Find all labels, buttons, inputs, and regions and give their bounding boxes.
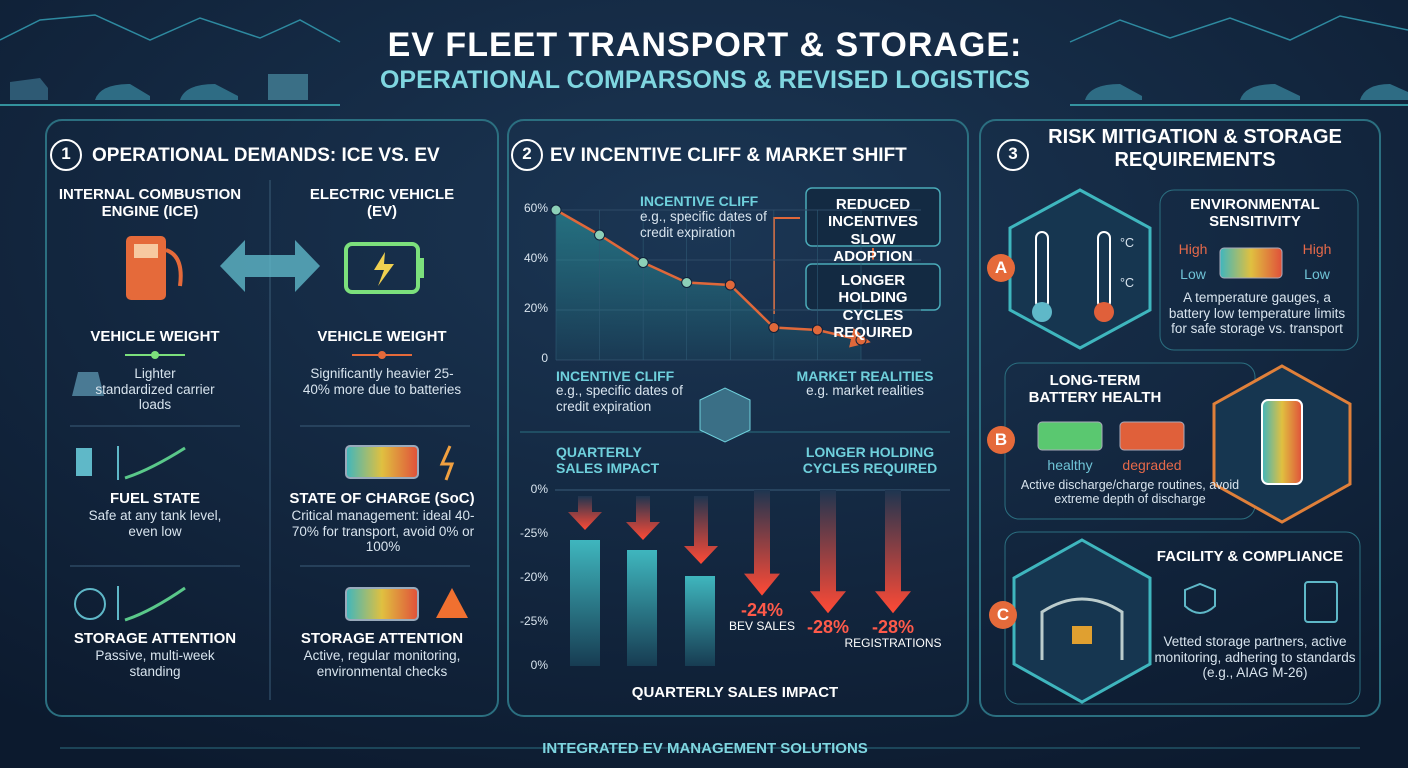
section-text: A temperature gauges, a battery low temp… [1168,290,1346,337]
step-number: 2 [522,144,532,163]
annotation-text: e.g., specific dates of credit expiratio… [640,209,767,240]
row-text: Lighter standardized carrier loads [95,366,215,413]
callout-box: LONGER HOLDING CYCLES REQUIRED [833,272,913,341]
row-label: VEHICLE WEIGHT [317,328,447,345]
section-letter: B [994,430,1008,449]
panel-border [979,119,1381,717]
panel1-icons [70,180,470,700]
title: EV FLEET TRANSPORT & STORAGE: [387,26,1023,64]
panel-border [507,119,969,717]
y-tick-label: -25% [519,526,548,540]
y-tick-label: 0 [541,351,548,365]
annotation-text: e.g. market realities [806,383,924,398]
section-title: LONG-TERM BATTERY HEALTH [1028,372,1162,407]
section-text: Active discharge/charge routines, avoid … [1020,478,1240,507]
row-text: Significantly heavier 25-40% more due to… [302,366,462,397]
point [724,279,736,291]
unit-label: °C [1119,276,1135,290]
section-heading: QUARTERLY SALES IMPACT [556,444,660,477]
panel2-decor [520,187,950,666]
y-tick-label: 0% [530,658,548,672]
row-text: Critical management: ideal 40-70% for tr… [291,508,475,555]
row-text: Safe at any tank level, even low [88,508,222,539]
value-label: -28% [806,617,850,638]
annotation-title: MARKET REALITIES [796,368,934,384]
y-tick-label: 60% [523,201,548,215]
state-label: healthy [1047,457,1093,473]
level-label: Low [1304,266,1330,282]
section-letter: A [994,258,1008,277]
level-label: High [1178,241,1208,257]
footer-text: INTEGRATED EV MANAGEMENT SOLUTIONS [542,740,868,757]
panel-border [45,119,499,717]
category-label: REGISTRATIONS [844,636,942,651]
subtitle: OPERATIONAL COMPARSONS & REVISED LOGISTI… [379,66,1031,94]
row-text: Passive, multi-week standing [95,648,215,679]
y-tick-label: 0% [530,482,548,496]
y-tick-label: -25% [519,614,548,628]
annotation-title: INCENTIVE CLIFF [556,368,675,384]
row-text: Active, regular monitoring, environmenta… [303,648,461,679]
point [637,257,649,268]
point [811,324,823,336]
point [681,277,693,288]
point [594,229,606,241]
level-label: Low [1180,266,1206,282]
panel-title: RISK MITIGATION & STORAGE REQUIREMENTS [1048,126,1342,171]
panel-title: OPERATIONAL DEMANDS: ICE VS. EV [92,145,440,166]
section-title: FACILITY & COMPLIANCE [1156,548,1344,565]
value-label: -24% [740,599,784,620]
step-number: 3 [1008,144,1018,163]
row-label: STATE OF CHARGE (SoC) [289,490,475,507]
y-tick-label: 40% [523,251,548,265]
panel-title: EV INCENTIVE CLIFF & MARKET SHIFT [550,145,907,166]
y-tick-label: -20% [519,570,548,584]
point [550,204,562,216]
annotation-title: INCENTIVE CLIFF [640,193,759,209]
level-label: High [1302,241,1332,257]
bar [875,490,911,614]
line [555,208,871,348]
section-letter: C [996,605,1010,624]
header-decoration [0,14,1408,106]
value-label: -28% [871,617,915,638]
category-label: BEV SALES [728,618,796,633]
row-label: STORAGE ATTENTION [300,630,464,647]
bar [810,490,846,614]
panel3-decor [50,139,1361,705]
y-tick-label: 20% [523,301,548,315]
point [768,322,780,333]
section-heading: LONGER HOLDING CYCLES REQUIRED [802,444,938,477]
row-label: STORAGE ATTENTION [73,630,237,647]
callout-box: REDUCED INCENTIVES SLOW ADOPTION [827,196,918,265]
section-text: Vetted storage partners, active monitori… [1154,634,1356,681]
column-heading: ELECTRIC VEHICLE (EV) [309,186,455,221]
point [855,334,867,346]
state-label: degraded [1122,457,1182,473]
column-heading: INTERNAL COMBUSTION ENGINE (ICE) [58,186,242,221]
row-label: FUEL STATE [110,490,200,507]
annotation-text: e.g., specific dates of credit expiratio… [556,383,683,414]
step-number: 1 [61,144,71,163]
x-axis-label: QUARTERLY SALES IMPACT [631,684,839,701]
bar [744,490,780,596]
unit-label: °C [1119,236,1135,250]
section-title: ENVIRONMENTAL SENSITIVITY [1190,196,1320,231]
row-label: VEHICLE WEIGHT [90,328,220,345]
